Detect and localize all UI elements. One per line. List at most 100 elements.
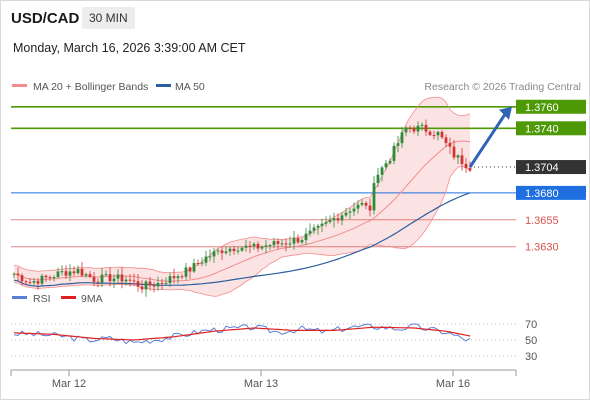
candle-body xyxy=(356,204,360,209)
candle-body xyxy=(24,281,28,283)
candle-body xyxy=(392,145,396,161)
candle-body xyxy=(40,275,44,284)
candle-body xyxy=(176,276,180,279)
candle-body xyxy=(84,274,88,276)
level-label-bg-1.3680 xyxy=(516,185,586,200)
legend-bollinger-swatch xyxy=(12,84,27,87)
candle-body xyxy=(164,283,168,285)
candle-body xyxy=(168,276,172,284)
candle-body xyxy=(420,124,424,126)
candle-body xyxy=(68,271,72,276)
candle-body xyxy=(72,271,76,274)
candle-body xyxy=(184,267,188,277)
arrow-head xyxy=(499,106,512,120)
candle-body xyxy=(216,250,220,252)
candle-body xyxy=(112,278,116,282)
candle-body xyxy=(428,131,432,136)
candle-body xyxy=(228,248,232,252)
candle-body xyxy=(100,274,104,283)
candle-body xyxy=(448,143,452,147)
candle-body xyxy=(416,125,420,132)
candle-body xyxy=(424,124,428,132)
candle-body xyxy=(300,240,304,243)
rsi-tick-30: 30 xyxy=(525,351,537,363)
candle-body xyxy=(116,274,120,279)
candle-body xyxy=(148,281,152,286)
candle-body xyxy=(280,243,284,245)
legend-9ma: 9MA xyxy=(81,293,103,305)
candle-body xyxy=(108,274,112,282)
candle-body xyxy=(412,128,416,132)
candle-body xyxy=(372,183,376,211)
arrow-shaft xyxy=(468,111,508,168)
candle-body xyxy=(208,256,212,258)
candle-body xyxy=(156,282,160,287)
candle-body xyxy=(328,220,332,222)
x-tick-Mar-13: Mar 13 xyxy=(244,378,278,390)
candle-body xyxy=(28,282,32,284)
candle-body xyxy=(296,238,300,243)
legend-ma50-swatch xyxy=(156,84,171,87)
candle-body xyxy=(340,215,344,221)
candle-body xyxy=(172,276,176,279)
candle-body xyxy=(364,202,368,206)
candle-body xyxy=(32,281,36,283)
level-label-bg-1.3740 xyxy=(516,121,586,136)
candle-body xyxy=(80,268,84,276)
candle-body xyxy=(160,282,164,284)
candle-body xyxy=(36,281,40,284)
level-labels: 1.3760 1.3740 1.3704 1.3680 1.3655 1.3630 xyxy=(516,99,586,254)
candle-body xyxy=(276,241,280,244)
candle-body xyxy=(192,263,196,272)
candle-body xyxy=(260,246,264,249)
candle-body xyxy=(320,223,324,226)
symbol-title: USD/CAD xyxy=(11,10,80,27)
candle-body xyxy=(240,247,244,251)
candle-body xyxy=(152,285,156,287)
candle-body xyxy=(456,155,460,158)
candle-body xyxy=(196,263,200,265)
candle-body xyxy=(468,168,472,171)
level-label-1.3680: 1.3680 xyxy=(525,188,559,200)
candle-body xyxy=(264,245,268,247)
candle-body xyxy=(244,245,248,248)
candle-body xyxy=(92,276,96,282)
candle-body xyxy=(220,250,224,254)
candle-body xyxy=(376,174,380,184)
candle-body xyxy=(384,163,388,168)
candle-body xyxy=(432,135,436,137)
x-tick-Mar-16: Mar 16 xyxy=(436,378,470,390)
legend-rsi-swatch xyxy=(12,296,27,299)
candle-body xyxy=(132,280,136,282)
candle-body xyxy=(344,212,348,216)
timeframe-button[interactable]: 30 MIN xyxy=(82,7,135,29)
rsi-tick-50: 50 xyxy=(525,335,537,347)
candle-body xyxy=(64,271,68,276)
candle-body xyxy=(140,286,144,290)
legend-bollinger: MA 20 + Bollinger Bands xyxy=(33,81,148,93)
candle-body xyxy=(436,131,440,136)
candle-body xyxy=(408,127,412,129)
candle-body xyxy=(304,233,308,241)
candle-body xyxy=(56,271,60,278)
x-tick-Mar-12: Mar 12 xyxy=(52,378,86,390)
candle-body xyxy=(360,202,364,205)
level-label-1.3740: 1.3740 xyxy=(525,123,559,135)
candle-body xyxy=(128,279,132,281)
rsi-line xyxy=(13,323,471,345)
candle-body xyxy=(236,250,240,252)
candle-body xyxy=(252,243,256,247)
candle-body xyxy=(272,241,276,246)
candle-body xyxy=(268,245,272,247)
datetime-label: Monday, March 16, 2026 3:39:00 AM CET xyxy=(13,41,246,55)
candle-body xyxy=(284,243,288,245)
candle-body xyxy=(308,230,312,234)
candle-body xyxy=(444,137,448,144)
candle-body xyxy=(88,274,92,277)
candle-body xyxy=(44,275,48,278)
ma50-line xyxy=(13,192,471,288)
candle-body xyxy=(60,271,64,273)
level-label-1.3704: 1.3704 xyxy=(525,162,559,174)
target-arrow xyxy=(468,106,512,168)
